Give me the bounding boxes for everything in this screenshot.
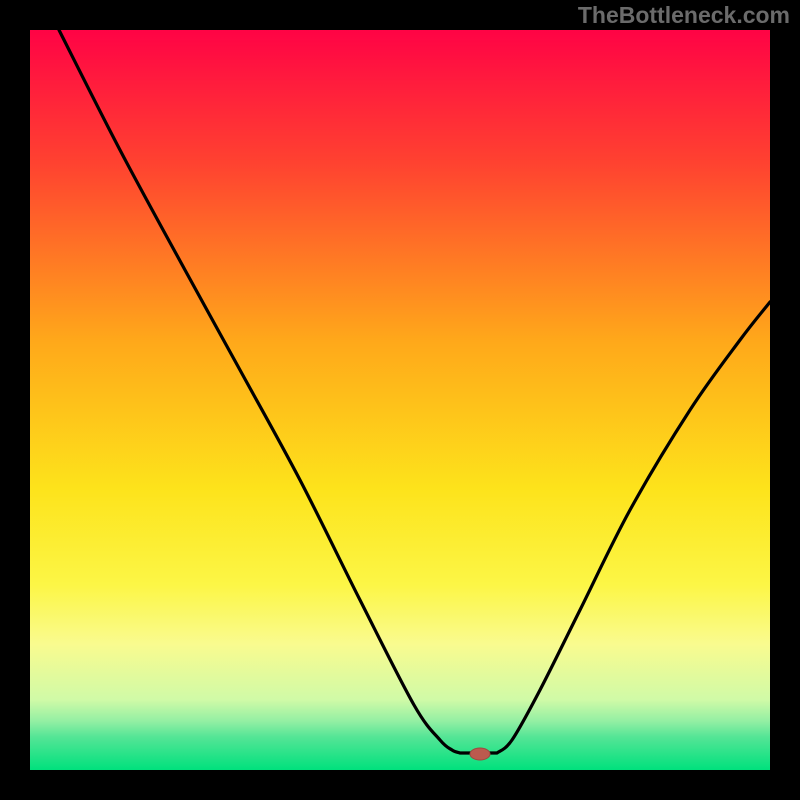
- bottleneck-chart: [0, 0, 800, 800]
- watermark-text: TheBottleneck.com: [578, 2, 790, 29]
- optimal-point-marker: [470, 748, 490, 760]
- chart-container: TheBottleneck.com: [0, 0, 800, 800]
- chart-background: [30, 30, 770, 770]
